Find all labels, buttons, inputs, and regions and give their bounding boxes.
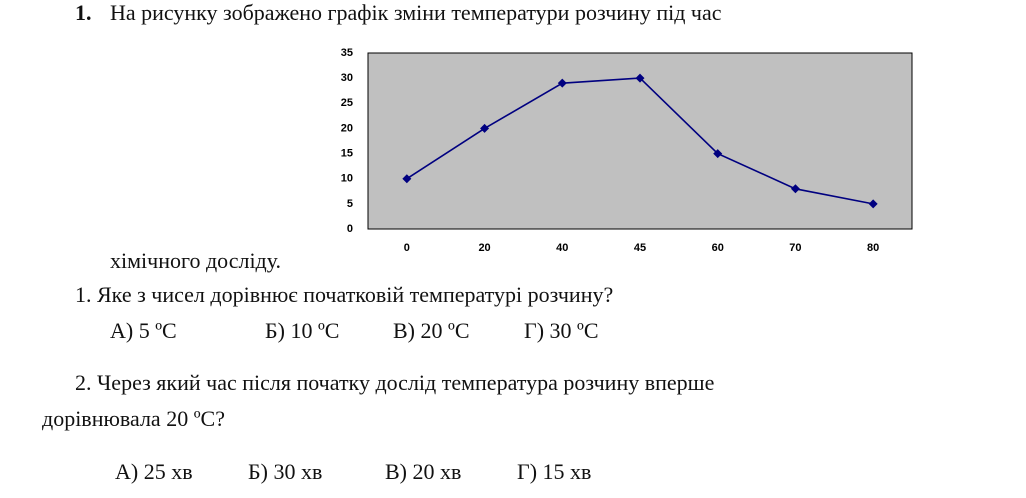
option: А) 5 ºС (110, 318, 177, 343)
intro-text: На рисунку зображено графік зміни темпер… (110, 0, 722, 25)
y-tick-label: 15 (341, 147, 353, 159)
x-tick-label: 40 (556, 242, 568, 254)
problem-number: 1. (75, 0, 92, 25)
data-marker (635, 73, 645, 83)
option: В) 20 хв (385, 459, 461, 484)
data-marker (402, 174, 412, 184)
question-text: дорівнювала 20 ºС? (42, 406, 225, 431)
y-tick-label: 5 (347, 198, 353, 210)
y-tick-label: 30 (341, 72, 353, 84)
y-tick-label: 20 (341, 122, 353, 134)
intro-text: хімічного досліду. (110, 248, 281, 273)
data-marker (480, 123, 490, 133)
x-tick-label: 70 (789, 242, 801, 254)
option: В) 20 ºС (393, 318, 470, 343)
x-tick-label: 80 (867, 242, 879, 254)
y-tick-label: 0 (347, 223, 353, 235)
question-text: 2. Через який час після початку дослід т… (75, 370, 714, 395)
x-tick-label: 60 (712, 242, 724, 254)
x-tick-label: 0 (404, 242, 410, 254)
y-tick-label: 10 (341, 173, 353, 185)
y-tick-label: 25 (341, 97, 353, 109)
question-text: 1. Яке з чисел дорівнює початковій темпе… (75, 282, 613, 307)
option: Б) 10 ºС (265, 318, 339, 343)
option: Б) 30 хв (248, 459, 322, 484)
y-tick-label: 35 (341, 47, 353, 59)
data-marker (790, 184, 800, 194)
data-marker (713, 149, 723, 159)
data-marker (557, 78, 567, 88)
option: А) 25 хв (115, 459, 193, 484)
data-marker (868, 199, 878, 209)
option: Г) 15 хв (517, 459, 591, 484)
x-tick-label: 20 (478, 242, 490, 254)
x-tick-label: 45 (634, 242, 646, 254)
option: Г) 30 ºС (524, 318, 599, 343)
